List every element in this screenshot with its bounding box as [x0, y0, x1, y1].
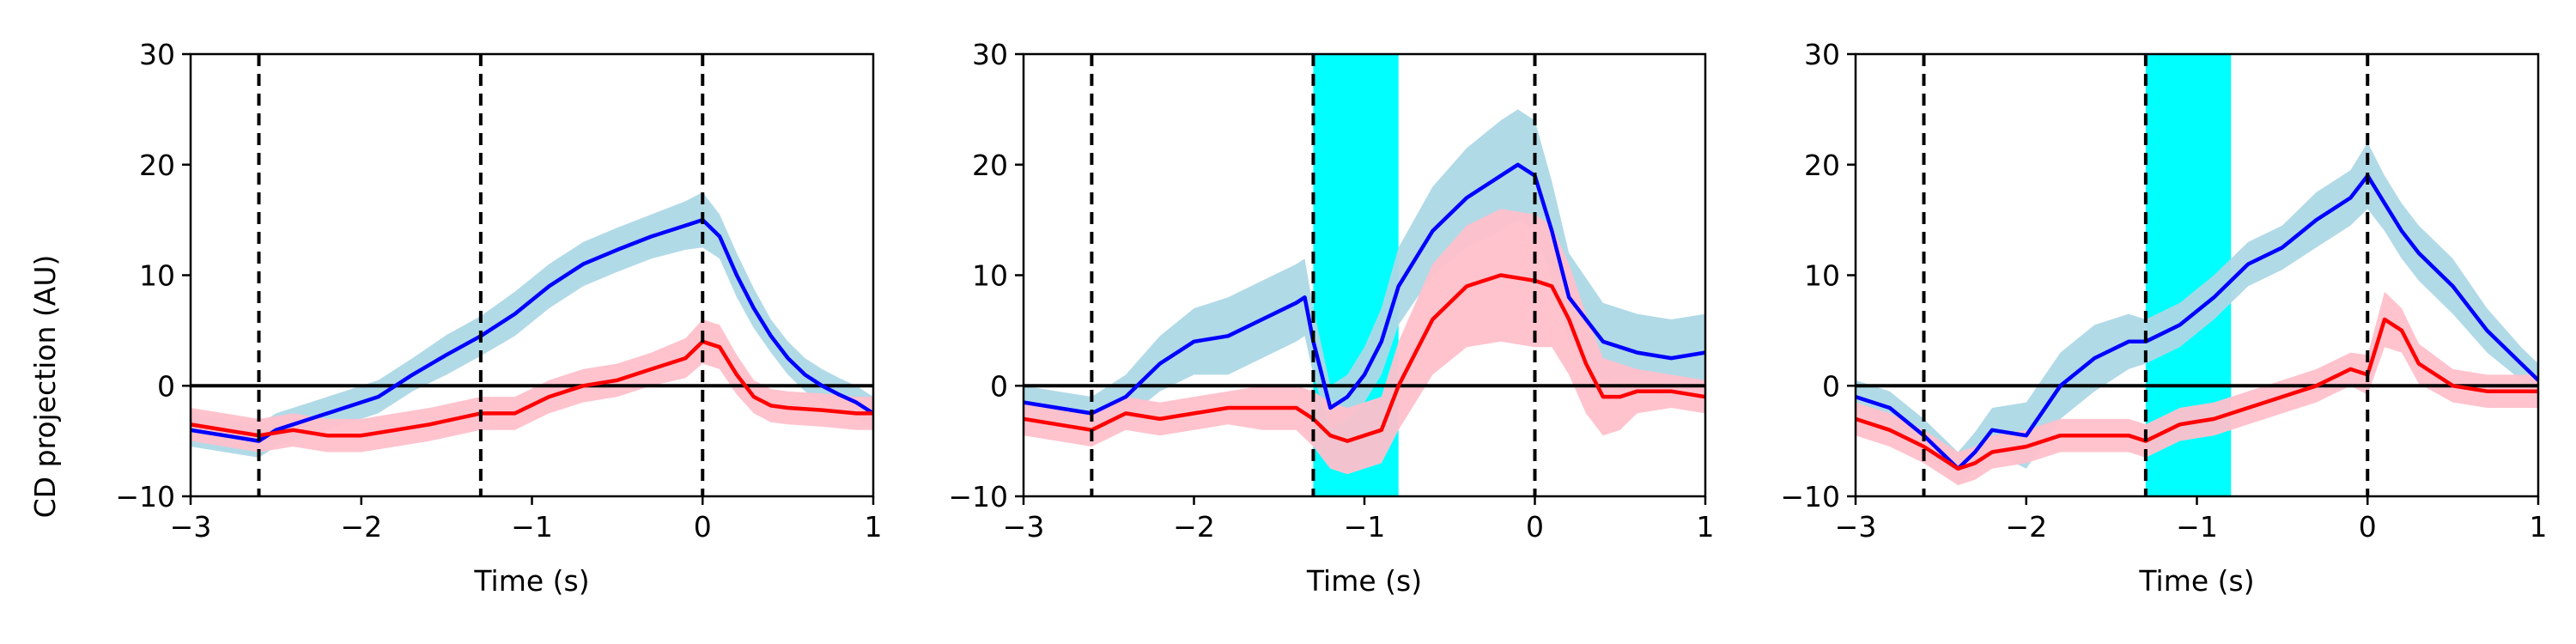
- series-line-red: [191, 339, 873, 438]
- y-tick-label: 10: [139, 259, 175, 293]
- y-tick-label: −10: [115, 480, 175, 513]
- x-tick-label: 0: [1526, 510, 1544, 544]
- plot-area: [1856, 54, 2538, 496]
- x-tick-label: −3: [1003, 510, 1045, 544]
- y-tick-label: 20: [972, 149, 1008, 182]
- x-tick-label: −3: [1835, 510, 1877, 544]
- x-tick-label: 1: [2530, 510, 2548, 544]
- error-band-blue: [191, 191, 873, 458]
- y-tick-label: 20: [1804, 149, 1840, 182]
- y-tick-label: 20: [139, 149, 175, 182]
- error-band-blue: [1856, 143, 2538, 486]
- series-line-blue: [191, 217, 873, 443]
- x-tick-label: −1: [1344, 510, 1386, 544]
- x-tick-label: −2: [1173, 510, 1215, 544]
- y-tick-label: 10: [972, 259, 1008, 293]
- y-tick-label: −10: [1780, 480, 1840, 513]
- x-tick-label: −1: [2176, 510, 2218, 544]
- plot-area: [191, 54, 873, 496]
- x-tick-label: 1: [1697, 510, 1715, 544]
- y-tick-label: 0: [1822, 369, 1840, 403]
- x-tick-label: −1: [511, 510, 553, 544]
- x-tick-label: 1: [865, 510, 883, 544]
- y-tick-label: 10: [1804, 259, 1840, 293]
- y-tick-label: 30: [972, 38, 1008, 71]
- x-axis-title: Time (s): [2138, 564, 2254, 598]
- y-tick-label: 30: [139, 38, 175, 71]
- x-tick-label: 0: [694, 510, 712, 544]
- x-tick-label: 0: [2359, 510, 2377, 544]
- series-line-red: [1024, 273, 1705, 443]
- y-tick-label: −10: [948, 480, 1008, 513]
- x-axis-title: Time (s): [473, 564, 589, 598]
- series-line-blue: [1856, 173, 2538, 471]
- x-tick-label: −2: [340, 510, 382, 544]
- series-line-red: [1856, 317, 2538, 471]
- x-tick-label: −3: [170, 510, 212, 544]
- y-tick-label: 0: [990, 369, 1008, 403]
- error-band-blue: [1024, 109, 1705, 430]
- y-axis-title: CD projection (AU): [28, 255, 62, 519]
- y-tick-label: 30: [1804, 38, 1840, 71]
- x-axis-title: Time (s): [1306, 564, 1422, 598]
- x-tick-label: −2: [2005, 510, 2047, 544]
- series-line-blue: [1024, 162, 1705, 416]
- plot-area: [1024, 54, 1705, 496]
- y-tick-label: 0: [157, 369, 175, 403]
